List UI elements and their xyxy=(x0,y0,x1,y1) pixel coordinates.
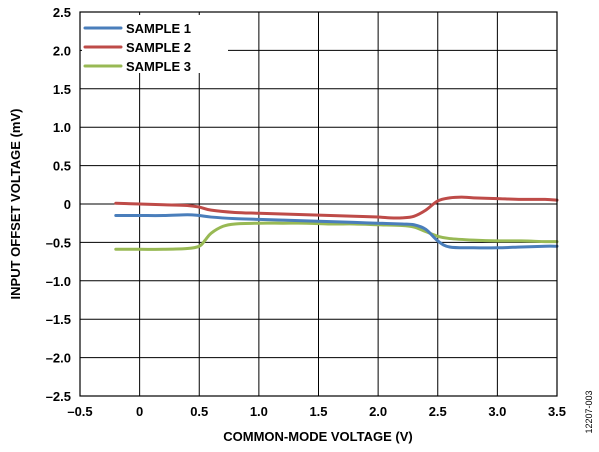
series-line-sample-1 xyxy=(114,213,559,250)
y-tick-label: –1.5 xyxy=(46,312,71,327)
y-tick-label: 2.0 xyxy=(53,43,71,58)
legend-label: SAMPLE 1 xyxy=(126,21,191,36)
y-axis-title: INPUT OFFSET VOLTAGE (mV) xyxy=(8,109,23,300)
y-tick-label: 1.0 xyxy=(53,120,71,135)
y-tick-label: 0 xyxy=(64,197,71,212)
x-axis-title: COMMON-MODE VOLTAGE (V) xyxy=(223,429,412,444)
x-tick-label: 1.0 xyxy=(250,404,268,419)
legend-label: SAMPLE 3 xyxy=(126,59,191,74)
x-tick-labels: –0.5 0 0.5 1.0 1.5 2.0 2.5 3.0 3.5 xyxy=(67,404,566,419)
y-tick-label: –2.0 xyxy=(46,351,71,366)
x-tick-label: 2.0 xyxy=(369,404,387,419)
figure-id: 12207-003 xyxy=(584,390,594,433)
series-lines xyxy=(114,195,559,251)
series-line-sample-2 xyxy=(114,195,559,220)
y-tick-label: 1.5 xyxy=(53,82,71,97)
x-tick-label: 1.5 xyxy=(309,404,327,419)
y-tick-label: 0.5 xyxy=(53,159,71,174)
plot-frame xyxy=(79,11,558,397)
x-tick-label: 3.0 xyxy=(488,404,506,419)
x-tick-label: –0.5 xyxy=(67,404,92,419)
y-tick-labels: 2.5 2.0 1.5 1.0 0.5 0 –0.5 –1.0 –1.5 –2.0 –2.5 xyxy=(46,5,71,404)
legend-background xyxy=(82,15,228,73)
x-tick-label: 2.5 xyxy=(429,404,447,419)
legend-label: SAMPLE 2 xyxy=(126,40,191,55)
y-tick-label: –0.5 xyxy=(46,235,71,250)
y-tick-label: –1.0 xyxy=(46,274,71,289)
series-line-sample-3 xyxy=(114,221,559,251)
x-tick-label: 0.5 xyxy=(190,404,208,419)
y-tick-label: –2.5 xyxy=(46,389,71,404)
x-tick-label: 0 xyxy=(136,404,143,419)
y-tick-label: 2.5 xyxy=(53,5,71,20)
x-tick-label: 3.5 xyxy=(548,404,566,419)
legend: SAMPLE 1 SAMPLE 2 SAMPLE 3 xyxy=(82,15,228,74)
